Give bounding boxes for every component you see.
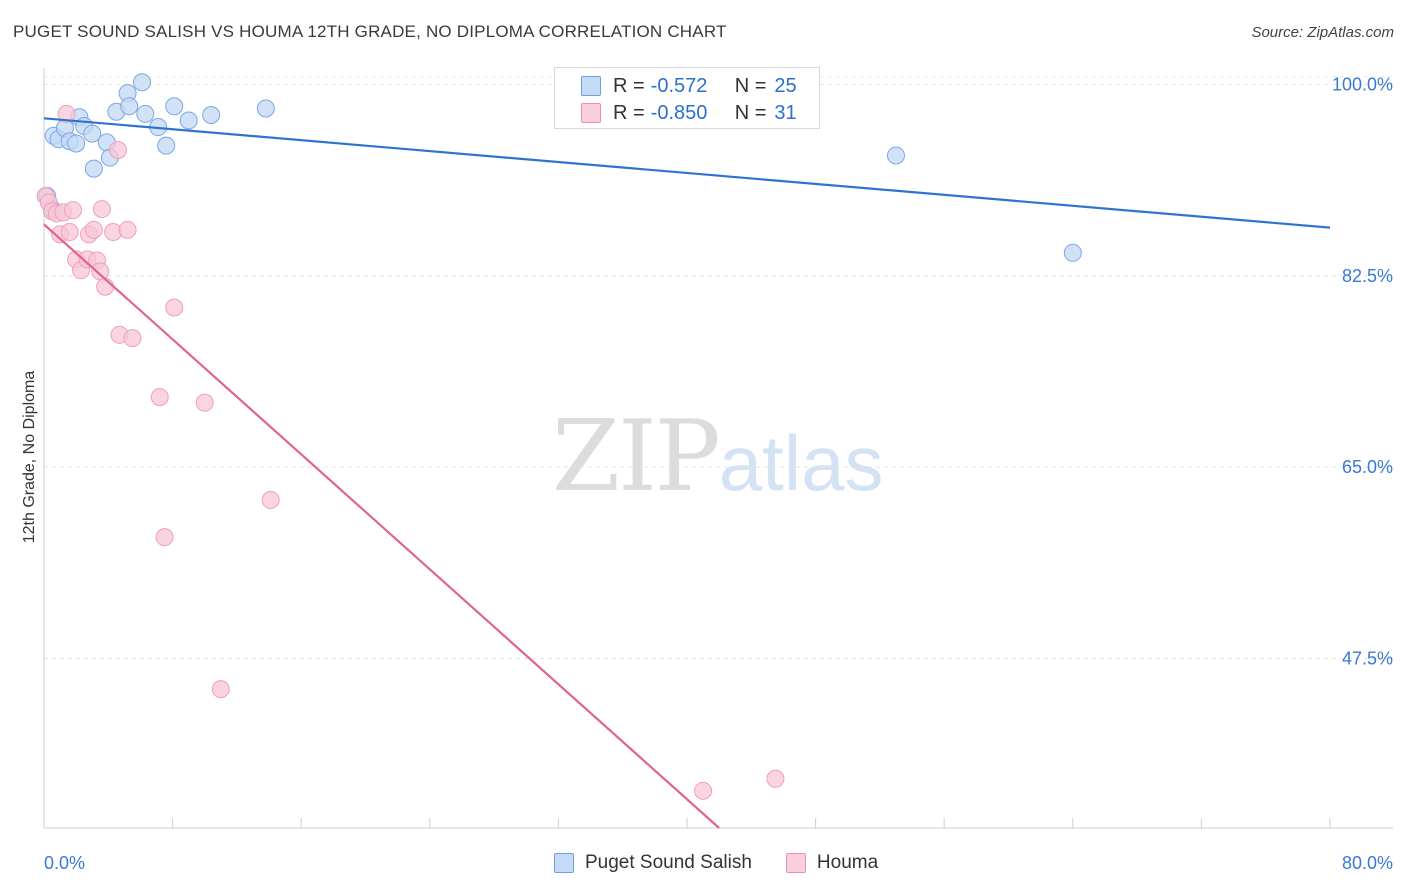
houma-point: [108, 141, 127, 160]
houma-trendline: [43, 223, 720, 829]
puget-sound-salish-trendline: [43, 117, 1331, 229]
legend-n-label: N =: [734, 74, 767, 97]
houma-point: [261, 490, 280, 509]
houma-point: [150, 388, 169, 407]
legend-n-value: 25: [774, 74, 797, 97]
puget-sound-salish-point: [133, 73, 152, 92]
puget-sound-salish-point: [120, 97, 139, 116]
legend-n-value: 31: [774, 101, 797, 124]
puget-sound-salish-point: [67, 134, 86, 153]
watermark-zip: ZIP: [552, 400, 721, 514]
houma-point: [91, 262, 110, 281]
legend-r-label: R =: [613, 101, 645, 124]
series-legend-puget[interactable]: Puget Sound Salish: [554, 852, 752, 874]
houma-point: [165, 298, 184, 317]
x-tick-label-max: 80.0%: [1342, 853, 1393, 873]
legend-swatch-blue: [581, 76, 601, 96]
chart-title: PUGET SOUND SALISH VS HOUMA 12TH GRADE, …: [13, 22, 727, 41]
legend-row-puget: R = -0.572 N = 25: [581, 73, 797, 99]
houma-point: [766, 769, 785, 788]
puget-sound-salish-point: [136, 104, 155, 123]
series-legend: Puget Sound Salish Houma: [554, 852, 912, 874]
legend-r-label: R =: [613, 74, 645, 97]
series-legend-houma[interactable]: Houma: [785, 852, 879, 874]
legend-r-value: -0.850: [650, 101, 708, 124]
legend-r-value: -0.572: [650, 74, 708, 97]
legend-row-houma: R = -0.850 N = 31: [581, 100, 797, 126]
source-label: Source: ZipAtlas.com: [1251, 24, 1394, 41]
y-tick-label: 82.5%: [1342, 266, 1393, 286]
houma-point: [155, 528, 174, 547]
puget-sound-salish-point: [256, 99, 275, 118]
puget-sound-salish-point: [202, 106, 221, 125]
series-swatch-pink: [785, 853, 806, 873]
houma-point: [694, 781, 713, 800]
puget-sound-salish-point: [84, 159, 103, 178]
correlation-legend: R = -0.572 N = 25 R = -0.850 N = 31: [554, 67, 820, 129]
legend-swatch-pink: [581, 103, 601, 123]
houma-point: [195, 393, 214, 412]
series-legend-label: Puget Sound Salish: [585, 852, 752, 873]
puget-sound-salish-point: [165, 97, 184, 116]
series-legend-label: Houma: [816, 852, 879, 873]
houma-point: [84, 220, 103, 239]
houma-point: [92, 200, 111, 219]
puget-sound-salish-point: [1063, 243, 1082, 262]
puget-sound-salish-point: [886, 146, 905, 165]
y-tick-label: 47.5%: [1342, 649, 1393, 669]
houma-point: [211, 680, 230, 699]
watermark: ZIPatlas: [552, 400, 884, 514]
x-tick-label-min: 0.0%: [44, 853, 85, 873]
houma-point: [60, 223, 79, 242]
puget-sound-salish-point: [179, 111, 198, 130]
watermark-atlas: atlas: [718, 419, 884, 507]
legend-n-label: N =: [734, 101, 767, 124]
puget-sound-salish-point: [83, 124, 102, 143]
houma-point: [63, 201, 82, 220]
series-swatch-blue: [554, 853, 574, 873]
houma-point: [57, 104, 76, 123]
houma-point: [96, 277, 115, 296]
y-tick-label: 100.0%: [1332, 74, 1393, 94]
y-tick-label: 65.0%: [1342, 457, 1393, 477]
puget-sound-salish-point: [157, 136, 176, 155]
houma-point: [118, 220, 137, 239]
houma-point: [123, 329, 142, 348]
